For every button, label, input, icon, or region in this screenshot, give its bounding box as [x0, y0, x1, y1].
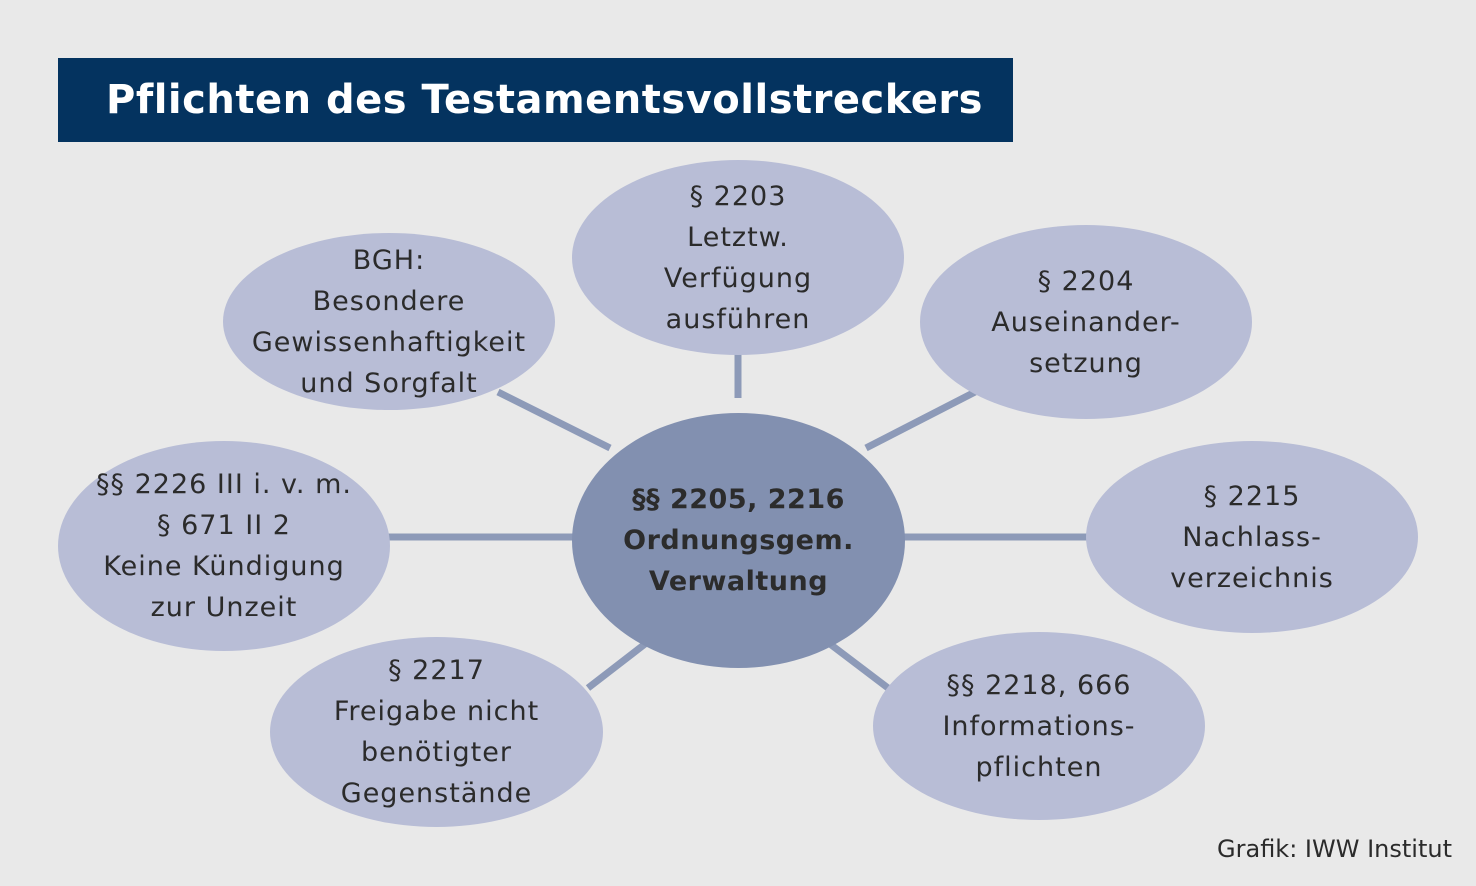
center-node-line: Ordnungsgem. [623, 525, 854, 556]
node-2215-line: verzeichnis [1170, 562, 1334, 594]
node-2217-line: benötigter [361, 737, 512, 768]
node-2203-letztw-verfuegung: § 2203 Letztw. Verfügung ausführen [572, 160, 904, 355]
node-2218-line: pflichten [975, 751, 1103, 783]
node-2218-label: §§ 2218, 666 Informations- pflichten [942, 665, 1135, 788]
node-2203-line: Verfügung [663, 262, 813, 294]
center-node-label: §§ 2205, 2216 Ordnungsgem. Verwaltung [623, 479, 854, 602]
node-2204-label: § 2204 Auseinander- setzung [991, 261, 1180, 384]
node-bgh-label: BGH: Besondere Gewissenhaftigkeit und So… [252, 240, 526, 404]
node-2203-line: ausführen [665, 303, 811, 335]
node-2217-freigabe: § 2217 Freigabe nicht benötigter Gegenst… [270, 637, 603, 827]
node-2215-line: § 2215 [1203, 480, 1301, 512]
node-2217-line: § 2217 [388, 655, 485, 686]
node-bgh-line: Besondere [312, 285, 466, 317]
node-2204-line: Auseinander- [991, 306, 1181, 338]
node-2203-line: Letztw. [687, 221, 789, 253]
connector-2204 [864, 388, 977, 452]
node-2226-line: zur Unzeit [150, 592, 298, 623]
node-2215-nachlassverzeichnis: § 2215 Nachlass- verzeichnis [1086, 441, 1418, 633]
node-2204-auseinandersetzung: § 2204 Auseinander- setzung [920, 225, 1252, 419]
node-2218-line: §§ 2218, 666 [946, 669, 1132, 701]
node-bgh-line: BGH: [352, 244, 426, 276]
node-2215-line: Nachlass- [1182, 521, 1322, 553]
node-2217-label: § 2217 Freigabe nicht benötigter Gegenst… [334, 650, 539, 814]
node-2204-line: setzung [1029, 347, 1143, 379]
node-2218-informationspflichten: §§ 2218, 666 Informations- pflichten [873, 632, 1205, 820]
connector-2217 [585, 641, 648, 691]
node-2204-line: § 2204 [1037, 265, 1135, 297]
node-2203-label: § 2203 Letztw. Verfügung ausführen [664, 176, 812, 340]
node-2218-line: Informations- [942, 710, 1136, 742]
node-2226-kuendigung: §§ 2226 III i. v. m. § 671 II 2 Keine Kü… [58, 441, 390, 651]
center-node-line: Verwaltung [648, 566, 829, 597]
node-2217-line: Gegenstände [340, 778, 533, 809]
graphic-credit: Grafik: IWW Institut [1217, 835, 1452, 863]
node-2226-line: §§ 2226 III i. v. m. [96, 469, 352, 500]
diagram-title: Pflichten des Testamentsvollstreckers [106, 77, 983, 123]
node-2226-label: §§ 2226 III i. v. m. § 671 II 2 Keine Kü… [96, 464, 352, 628]
connector-2218 [827, 641, 891, 691]
node-2215-label: § 2215 Nachlass- verzeichnis [1170, 476, 1334, 599]
node-2226-line: § 671 II 2 [157, 510, 291, 541]
node-2203-line: § 2203 [689, 180, 787, 212]
title-banner: Pflichten des Testamentsvollstreckers [58, 58, 1013, 142]
node-bgh-sorgfalt: BGH: Besondere Gewissenhaftigkeit und So… [223, 233, 555, 410]
node-bgh-line: Gewissenhaftigkeit [251, 326, 527, 358]
node-2217-line: Freigabe nicht [333, 696, 540, 727]
connector-bgh [496, 388, 612, 452]
node-bgh-line: und Sorgfalt [300, 367, 478, 399]
center-node-line: §§ 2205, 2216 [632, 484, 845, 515]
center-node-verwaltung: §§ 2205, 2216 Ordnungsgem. Verwaltung [572, 413, 905, 668]
node-2226-line: Keine Kündigung [103, 551, 345, 582]
